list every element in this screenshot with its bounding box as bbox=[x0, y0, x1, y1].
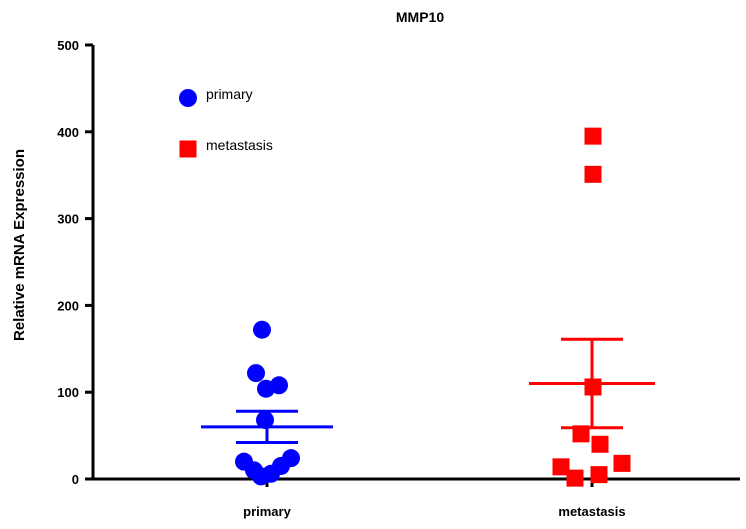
axes: 0 100 200 300 400 500 primary metastasis bbox=[57, 38, 740, 519]
legend-marker-circle bbox=[179, 89, 197, 107]
y-tick-label: 300 bbox=[57, 212, 79, 227]
data-point bbox=[613, 454, 631, 472]
chart-title: MMP10 bbox=[396, 9, 444, 25]
y-tick-label: 100 bbox=[57, 385, 79, 400]
data-point bbox=[253, 320, 271, 339]
legend-label: metastasis bbox=[206, 137, 273, 153]
data-point bbox=[584, 127, 602, 145]
y-axis-label: Relative mRNA Expression bbox=[11, 149, 28, 341]
y-tick-label: 0 bbox=[72, 472, 79, 487]
x-tick-label: metastasis bbox=[558, 504, 625, 519]
data-point bbox=[247, 364, 265, 383]
data-point bbox=[590, 466, 608, 484]
y-tick-label: 200 bbox=[57, 298, 79, 313]
data-point bbox=[552, 458, 570, 476]
data-point bbox=[256, 410, 274, 429]
y-tick-label: 400 bbox=[57, 125, 79, 140]
data-point bbox=[591, 435, 609, 453]
legend: primary metastasis bbox=[179, 86, 273, 158]
data-marks bbox=[201, 127, 655, 487]
legend-marker-square bbox=[179, 140, 197, 158]
data-point bbox=[572, 425, 590, 443]
data-point bbox=[566, 469, 584, 487]
data-point bbox=[282, 449, 300, 468]
data-point bbox=[270, 376, 288, 395]
y-tick-label: 500 bbox=[57, 38, 79, 53]
x-tick-label: primary bbox=[243, 504, 291, 519]
data-point bbox=[584, 165, 602, 183]
legend-label: primary bbox=[206, 86, 253, 102]
